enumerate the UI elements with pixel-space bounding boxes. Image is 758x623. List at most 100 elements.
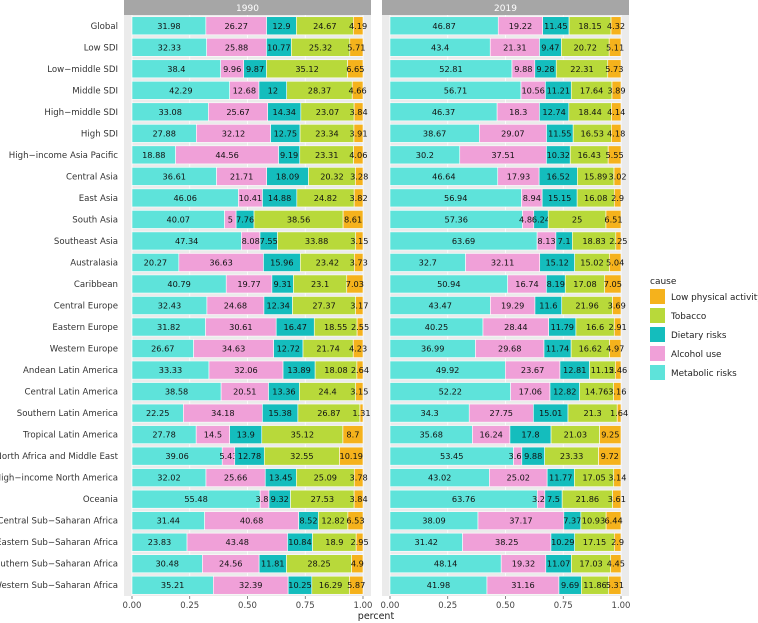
bar-segment — [613, 317, 622, 337]
bar-segment — [607, 145, 622, 165]
data-label: 3.14 — [608, 473, 626, 483]
data-label: 12.81 — [563, 365, 586, 375]
data-label: 49.92 — [436, 365, 459, 375]
data-label: 23.67 — [521, 365, 544, 375]
data-label: 12.74 — [542, 107, 565, 117]
data-label: 17.05 — [582, 473, 605, 483]
data-label: 9.88 — [514, 64, 532, 74]
data-label: 32.39 — [239, 580, 262, 590]
row-label: Western Sub−Saharan Africa — [0, 581, 118, 591]
data-label: 3.28 — [350, 171, 368, 181]
data-label: 9.96 — [223, 64, 241, 74]
data-label: 53.45 — [440, 451, 463, 461]
data-label: 12.34 — [266, 301, 289, 311]
data-label: 7.76 — [236, 214, 254, 224]
data-label: 38.4 — [167, 64, 185, 74]
data-label: 46.64 — [432, 171, 455, 181]
data-label: 10.32 — [547, 150, 570, 160]
data-label: 3.27 — [532, 494, 550, 504]
data-label: 25 — [572, 214, 582, 224]
bar-segment — [611, 80, 622, 100]
data-label: 48.14 — [434, 559, 457, 569]
data-label: 11.15 — [591, 365, 614, 375]
legend-label: Dietary risks — [671, 331, 727, 341]
bar-segment — [616, 403, 622, 423]
bar-segment — [353, 489, 364, 509]
row-label: South Asia — [72, 215, 118, 225]
legend-label: Alcohol use — [671, 350, 721, 360]
data-label: 7.5 — [547, 494, 560, 504]
data-label: 18.83 — [582, 236, 605, 246]
data-label: 21.03 — [564, 430, 587, 440]
data-label: 33.08 — [158, 107, 181, 117]
row-label: Global — [91, 22, 118, 32]
data-label: 24.82 — [314, 193, 337, 203]
row-label: Australasia — [70, 258, 118, 268]
data-label: 24.56 — [219, 559, 242, 569]
row-label: Central Asia — [66, 172, 118, 182]
data-label: 3.89 — [607, 85, 625, 95]
data-label: 16.53 — [581, 128, 604, 138]
data-label: 40.07 — [167, 214, 190, 224]
data-label: 32.06 — [234, 365, 257, 375]
data-label: 4.66 — [349, 85, 367, 95]
data-label: 4.19 — [349, 21, 367, 31]
data-label: 29.07 — [501, 128, 524, 138]
data-label: 3.84 — [349, 494, 367, 504]
row-label: Low−middle SDI — [47, 65, 118, 75]
row-label: Low SDI — [84, 43, 118, 53]
bar-segment — [355, 167, 364, 186]
data-label: 30.48 — [155, 559, 178, 569]
data-label: 43.02 — [428, 473, 451, 483]
data-label: 13.45 — [269, 473, 292, 483]
data-label: 46.06 — [173, 193, 196, 203]
bar-segment — [599, 425, 622, 444]
data-label: 5.71 — [347, 42, 365, 52]
data-label: 57.36 — [445, 214, 468, 224]
data-label: 37.17 — [509, 516, 532, 526]
row-label: Caribbean — [74, 280, 118, 290]
data-label: 23.33 — [560, 451, 583, 461]
data-label: 46.87 — [432, 21, 455, 31]
data-label: 10.19 — [340, 451, 363, 461]
bar-segment — [351, 80, 364, 100]
data-label: 19.22 — [509, 21, 532, 31]
data-label: 7.1 — [558, 236, 571, 246]
data-label: 46.37 — [432, 107, 455, 117]
bar-segment — [346, 274, 364, 294]
data-label: 8.7 — [346, 430, 359, 440]
data-label: 30.2 — [416, 150, 434, 160]
data-label: 43.4 — [431, 42, 449, 52]
bar-segment — [355, 296, 364, 315]
data-label: 11.79 — [551, 322, 574, 332]
data-label: 17.93 — [507, 171, 530, 181]
data-label: 31.82 — [157, 322, 180, 332]
data-label: 32.55 — [290, 451, 313, 461]
data-label: 3.69 — [608, 301, 626, 311]
data-label: 15.15 — [548, 193, 571, 203]
bar-segment — [349, 37, 364, 57]
data-label: 9.31 — [274, 279, 292, 289]
data-label: 9.72 — [601, 451, 619, 461]
bar-segment — [354, 253, 364, 272]
data-label: 31.42 — [415, 537, 438, 547]
data-label: 20.51 — [233, 387, 256, 397]
legend-title: cause — [650, 277, 677, 287]
data-label: 18.55 — [324, 322, 347, 332]
data-label: 7.37 — [563, 516, 581, 526]
bar-segment — [353, 102, 364, 122]
data-label: 17.03 — [579, 559, 602, 569]
data-label: 5.31 — [606, 580, 624, 590]
data-label: 10.84 — [288, 537, 311, 547]
data-label: 26.87 — [317, 408, 340, 418]
legend-label: Tobacco — [670, 312, 706, 322]
data-label: 24.4 — [318, 387, 336, 397]
data-label: 8.61 — [344, 214, 362, 224]
data-label: 5.73 — [605, 64, 623, 74]
row-label: Western Europe — [50, 345, 118, 355]
bar-segment — [615, 231, 622, 251]
data-label: 9.88 — [524, 451, 542, 461]
data-label: 3.61 — [608, 494, 626, 504]
data-label: 5.43 — [219, 451, 237, 461]
data-label: 32.12 — [222, 128, 245, 138]
